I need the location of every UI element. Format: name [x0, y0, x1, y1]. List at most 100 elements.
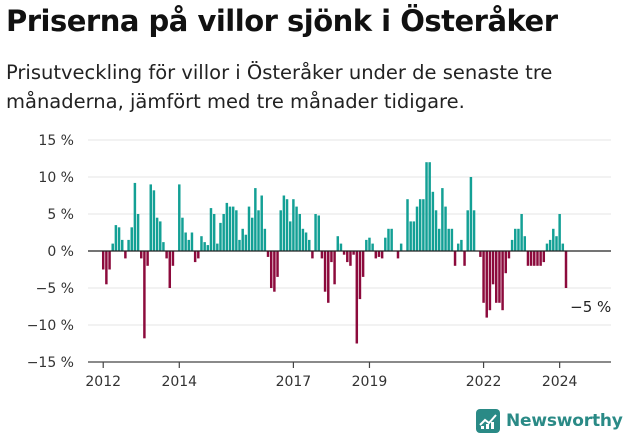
- bar: [117, 227, 121, 251]
- bar: [203, 242, 206, 251]
- bar: [301, 228, 305, 251]
- bar: [552, 228, 555, 251]
- bar: [406, 199, 409, 251]
- bar: [235, 210, 238, 251]
- bar: [216, 243, 219, 251]
- bar: [342, 251, 346, 255]
- bar: [330, 251, 333, 263]
- axes: [88, 250, 611, 368]
- bar: [152, 190, 156, 251]
- bar: [374, 251, 378, 259]
- chart-subtitle: Prisutveckling för villor i Österåker un…: [6, 61, 553, 113]
- bar: [257, 210, 260, 251]
- bar: [193, 251, 197, 263]
- bar: [507, 251, 511, 259]
- bar: [498, 251, 501, 303]
- bar: [463, 251, 466, 266]
- x-tick-label: 2017: [276, 374, 312, 390]
- bar: [399, 243, 403, 251]
- bar: [488, 251, 492, 311]
- x-tick-label: 2022: [466, 374, 502, 390]
- bar: [444, 206, 447, 251]
- bar: [558, 214, 561, 251]
- bar: [431, 191, 435, 251]
- bar: [250, 217, 254, 251]
- bar: [247, 206, 251, 251]
- bar: [197, 251, 200, 259]
- bar: [450, 228, 454, 251]
- bar: [456, 243, 460, 251]
- bar: [292, 199, 295, 251]
- bar: [273, 251, 276, 292]
- tick-labels: 15 % 10 % 5 % 0 % −5 % −10 % −15 % 2012 2014 2017…: [27, 133, 612, 390]
- bar: [460, 239, 463, 251]
- bar: [105, 251, 108, 285]
- bar: [412, 221, 416, 251]
- bar: [555, 236, 558, 251]
- bar: [111, 243, 114, 251]
- bar: [225, 202, 229, 251]
- bar: [514, 228, 517, 251]
- bar: [368, 237, 371, 251]
- bar: [212, 214, 216, 251]
- bar: [542, 251, 546, 263]
- bar: [114, 225, 118, 251]
- bar: [285, 199, 289, 251]
- bar: [314, 214, 317, 251]
- bar: [564, 251, 568, 288]
- last-value-annotation: −5 %: [570, 298, 611, 316]
- bar: [358, 251, 362, 300]
- bar: [323, 251, 327, 292]
- bar: [365, 239, 368, 251]
- y-tick-label: −5 %: [36, 281, 74, 297]
- y-tick-label: 10 %: [38, 170, 74, 186]
- bar: [200, 236, 203, 251]
- bar: [187, 239, 191, 251]
- bar: [504, 251, 507, 274]
- bar: [472, 210, 476, 251]
- bar: [124, 251, 127, 259]
- bar: [526, 251, 530, 266]
- bar: [437, 228, 441, 251]
- bar: [108, 251, 111, 270]
- bar: [517, 228, 520, 251]
- bar: [561, 243, 565, 251]
- bar: [485, 251, 488, 318]
- bar: [155, 217, 159, 251]
- bar: [228, 206, 232, 251]
- grid-lines: [88, 139, 611, 326]
- bar: [539, 251, 542, 266]
- bar: [263, 228, 267, 251]
- x-tick-label: 2014: [161, 374, 197, 390]
- y-tick-label: 15 %: [38, 133, 74, 149]
- bar: [466, 210, 469, 251]
- bar: [339, 243, 343, 251]
- bar: [355, 251, 359, 344]
- bar: [133, 182, 137, 251]
- bar: [127, 239, 130, 251]
- brand-name: Newsworthy: [506, 411, 623, 431]
- bar: [146, 251, 149, 266]
- bar: [282, 195, 286, 251]
- bar: [266, 251, 270, 257]
- bar: [184, 232, 187, 251]
- bar: [317, 215, 320, 251]
- bar: [336, 236, 340, 251]
- bar: [269, 251, 273, 288]
- bar: [482, 251, 485, 303]
- bar: [396, 251, 400, 259]
- bar: [469, 177, 473, 251]
- bar: [168, 251, 172, 288]
- bar: [241, 228, 244, 251]
- x-tick-label: 2019: [352, 374, 388, 390]
- bar: [536, 251, 539, 266]
- bar: [501, 251, 504, 311]
- bar: [548, 239, 552, 251]
- bar: [422, 199, 425, 251]
- bar: [434, 210, 438, 251]
- x-tick-label: 2012: [85, 374, 121, 390]
- bar: [387, 228, 390, 251]
- bar: [162, 242, 165, 251]
- bar: [238, 239, 241, 251]
- chart-title: Priserna på villor sjönk i Österåker: [6, 4, 558, 38]
